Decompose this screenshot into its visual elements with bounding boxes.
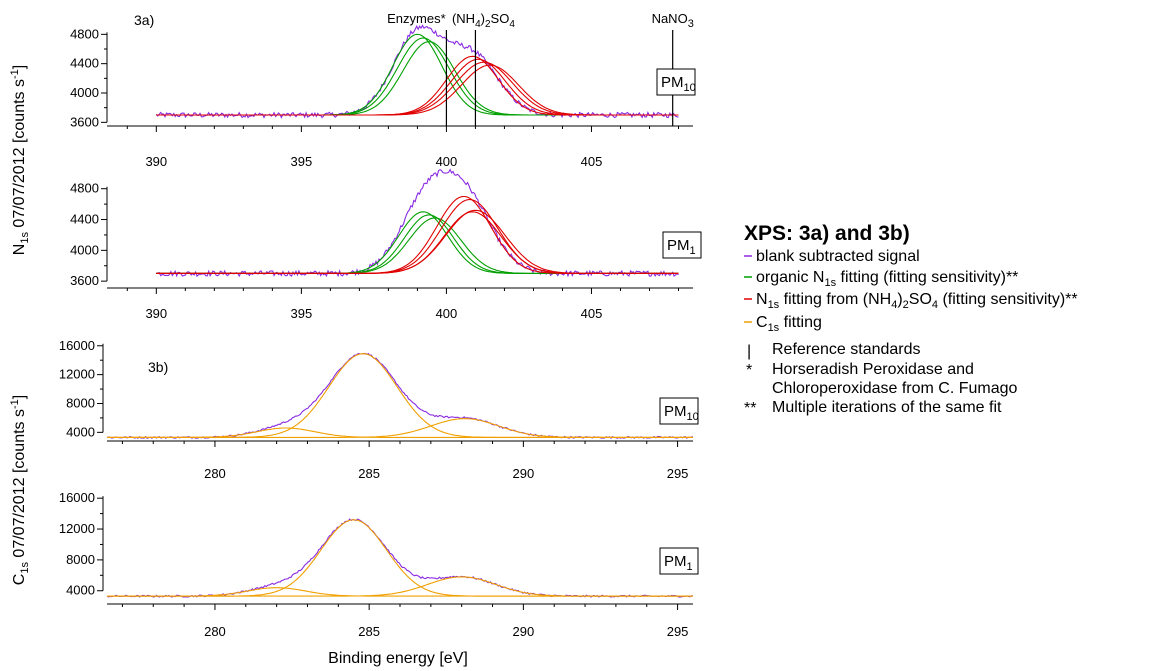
y-axis-label-c1s: C1s 07/07/2012 [counts s-1]	[9, 395, 31, 585]
x-tick-label: 395	[291, 306, 313, 321]
sulfate-fit-2	[156, 61, 679, 116]
c1s-fit-2	[107, 587, 693, 597]
legend-signal-label: blank subtracted signal	[756, 248, 920, 265]
x-tick-label: 280	[204, 466, 226, 481]
y-tick-label: 12000	[59, 521, 95, 536]
y-axis-label-n1s: N1s 07/07/2012 [counts s-1]	[9, 65, 31, 255]
x-tick-label: 405	[581, 306, 603, 321]
sulfate-fit-0	[156, 195, 679, 274]
c1s-fit-0	[107, 519, 693, 597]
sulfate-fit-3	[156, 64, 679, 116]
x-tick-label: 280	[204, 624, 226, 639]
signal-series	[106, 352, 694, 439]
reference-label: (NH4)2SO4	[452, 11, 515, 30]
legend-dstar-marker: **	[744, 400, 756, 417]
organic-fit-2	[156, 41, 679, 116]
legend-dstar-label: Multiple iterations of the same fit	[772, 399, 1002, 416]
y-tick-label: 8000	[66, 552, 95, 567]
y-tick-label: 4000	[66, 424, 95, 439]
legend: XPS: 3a) and 3b) blank subtracted signal…	[744, 222, 1078, 417]
panel-label: 3a)	[134, 12, 154, 28]
x-tick-label: 400	[436, 154, 458, 169]
legend-organic-label: organic N1s fitting (fitting sensitivity…	[756, 269, 1018, 289]
c1s-fit-1	[107, 576, 693, 597]
legend-star-label-2: Chloroperoxidase from C. Fumago	[772, 380, 1018, 397]
y-tick-label: 4800	[70, 181, 99, 196]
legend-title: XPS: 3a) and 3b)	[744, 222, 910, 245]
sulfate-fit-1	[156, 198, 679, 274]
panel-n1s-pm10: 3600 4000 4400 4800 390 395 400 405 Enzymes* (NH4…	[70, 11, 696, 169]
x-tick-label: 295	[667, 624, 689, 639]
x-axis-label: Binding energy [eV]	[328, 650, 468, 667]
legend-sulfate-label: N1s fitting from (NH4)2SO4 (fitting sens…	[756, 291, 1078, 311]
y-tick-label: 4000	[66, 583, 95, 598]
pm-label-box	[659, 547, 699, 575]
organic-fit-2	[156, 217, 679, 274]
signal-series	[155, 24, 679, 119]
c1s-fit-0	[107, 353, 693, 438]
legend-c1s-label: C1s fitting	[756, 314, 822, 334]
sulfate-fit-1	[156, 58, 679, 116]
y-tick-label: 4400	[70, 56, 99, 71]
y-tick-label: 4400	[70, 212, 99, 227]
legend-ref-label: Reference standards	[772, 341, 921, 358]
panel-label: 3b)	[148, 359, 168, 375]
x-tick-label: 285	[358, 466, 380, 481]
y-tick-label: 4800	[70, 26, 99, 41]
pm-label: PM1	[667, 237, 696, 257]
panel-n1s-pm1: 3600 4000 4400 4800 390 395 400 405 PM1	[70, 168, 702, 321]
x-tick-label: 395	[291, 154, 313, 169]
x-tick-label: 295	[667, 466, 689, 481]
y-tick-label: 3600	[70, 114, 99, 129]
organic-fit-0	[156, 33, 679, 116]
reference-label: NaNO3	[652, 11, 694, 30]
y-tick-label: 4000	[70, 85, 99, 100]
y-tick-label: 4000	[70, 242, 99, 257]
y-tick-label: 16000	[59, 338, 95, 353]
c1s-fit-1	[107, 418, 693, 438]
x-tick-label: 390	[145, 306, 167, 321]
legend-star-label-1: Horseradish Peroxidase and	[772, 361, 974, 378]
x-tick-label: 400	[436, 306, 458, 321]
x-tick-label: 290	[513, 466, 535, 481]
legend-star-marker: *	[746, 362, 752, 379]
y-tick-label: 16000	[59, 490, 95, 505]
panel-c1s-pm1: 4000 8000 12000 16000 280 285 290 295 PM1	[59, 490, 699, 639]
y-tick-label: 3600	[70, 273, 99, 288]
sulfate-fit-0	[156, 55, 679, 116]
x-tick-label: 390	[145, 154, 167, 169]
x-tick-label: 405	[581, 154, 603, 169]
pm-label: PM1	[664, 553, 693, 573]
reference-label: Enzymes*	[387, 11, 446, 26]
pm-label: PM10	[664, 403, 699, 423]
pm-label-box	[656, 68, 696, 96]
pm-label-box	[659, 397, 699, 425]
sulfate-fit-3	[156, 211, 679, 274]
x-tick-label: 285	[358, 624, 380, 639]
pm-label-box	[662, 231, 702, 259]
y-tick-label: 8000	[66, 395, 95, 410]
legend-ref-marker: |	[747, 343, 751, 360]
c1s-fit-2	[107, 427, 693, 438]
pm-label: PM10	[661, 74, 696, 94]
x-tick-label: 290	[513, 624, 535, 639]
signal-series	[156, 168, 679, 278]
signal-series	[106, 518, 694, 598]
y-tick-label: 12000	[59, 367, 95, 382]
panel-c1s-pm10: 4000 8000 12000 16000 280 285 290 295 3b) PM10	[59, 338, 699, 481]
